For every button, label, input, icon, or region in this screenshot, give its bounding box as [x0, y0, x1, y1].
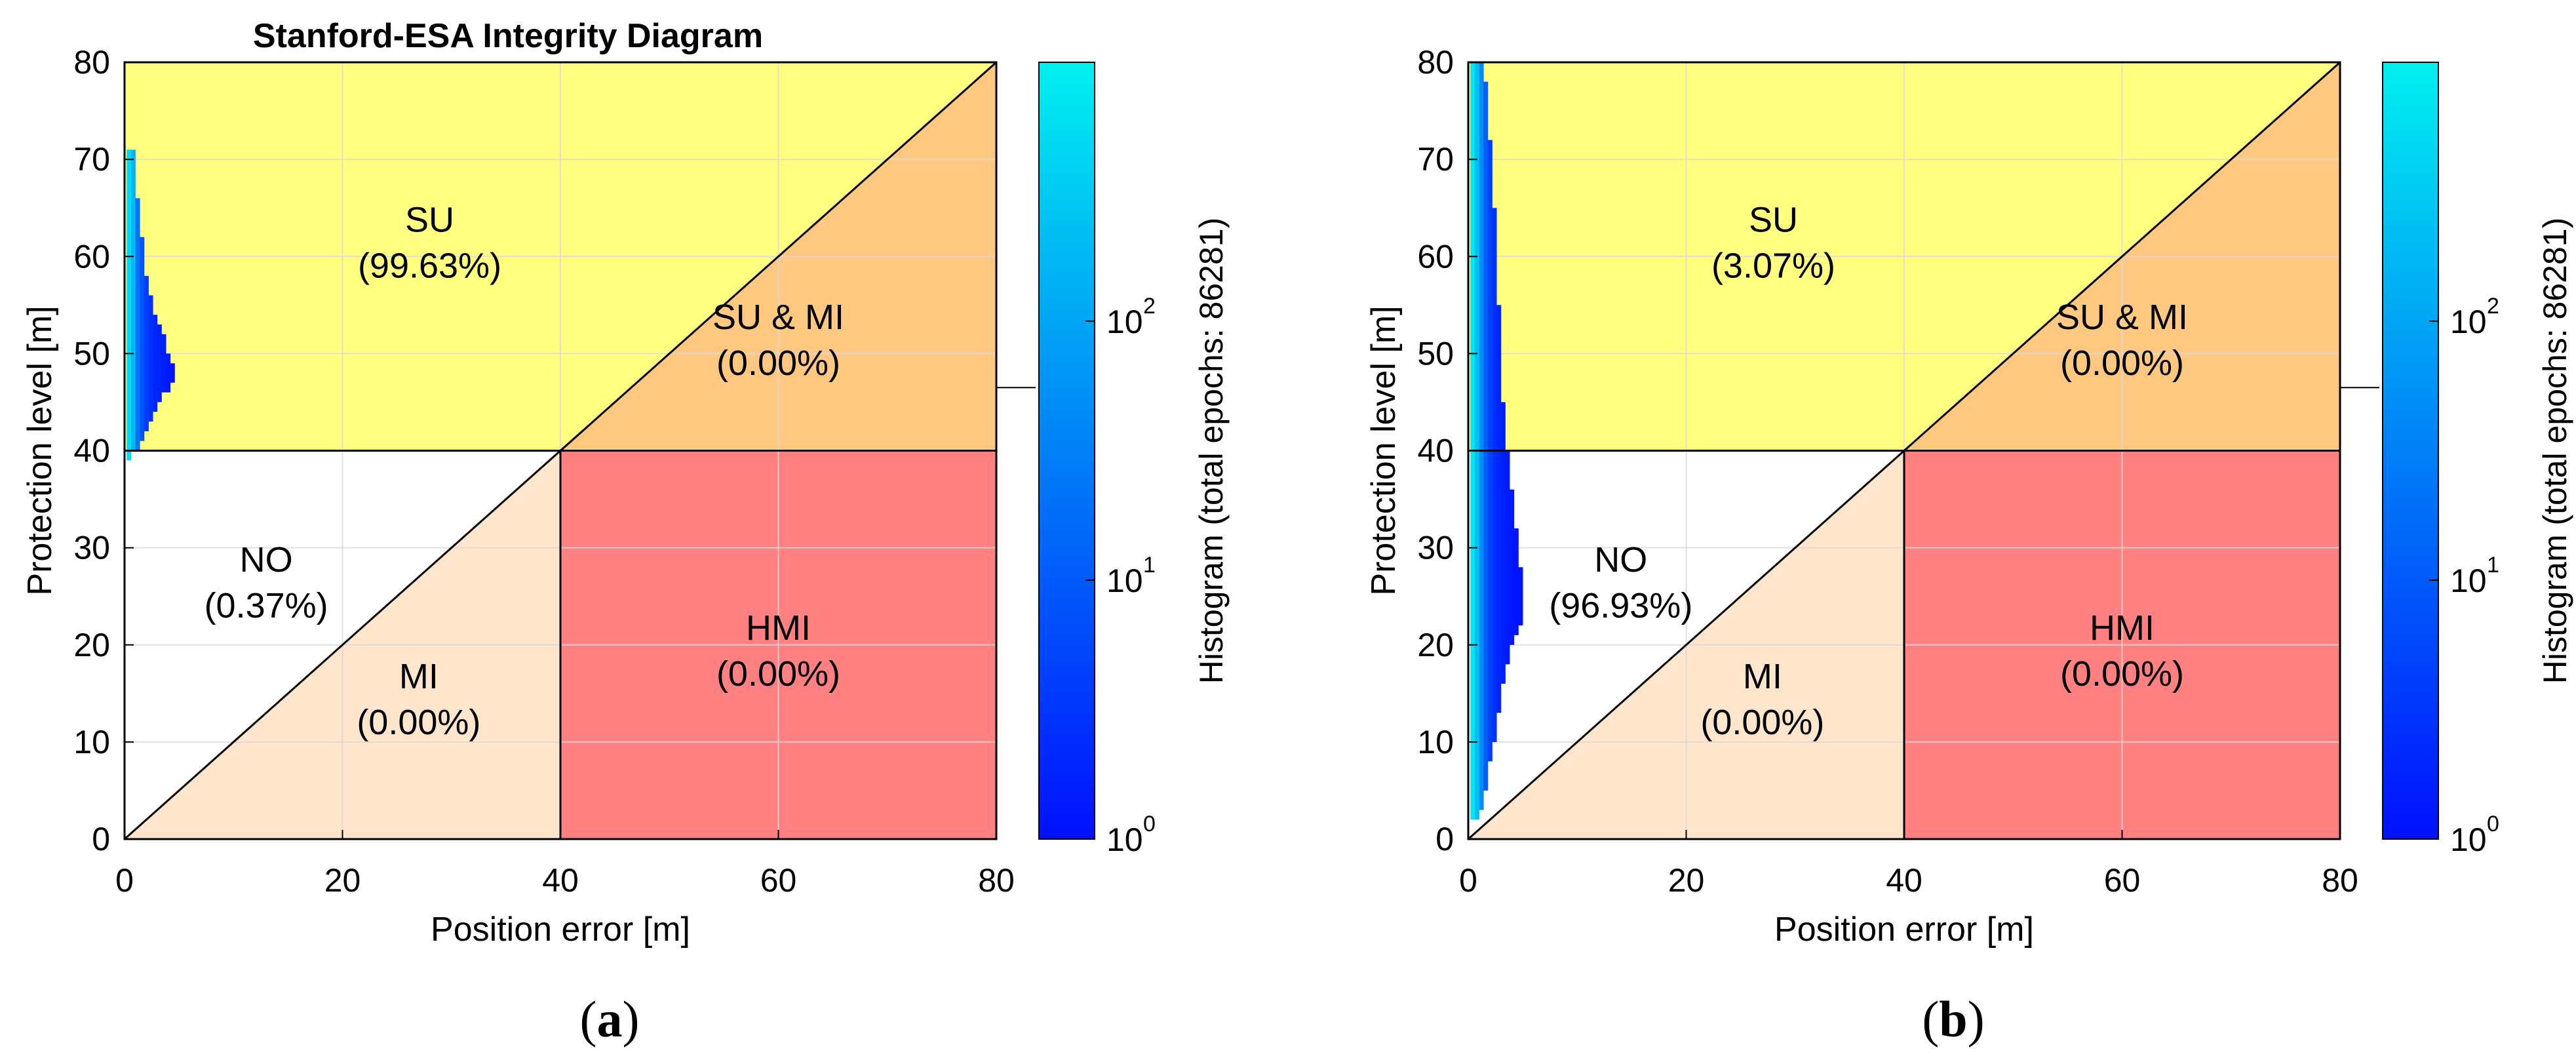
colorbar	[1038, 62, 1095, 840]
histogram-cell	[153, 315, 158, 412]
region-label-name: NO	[1594, 540, 1647, 579]
region-label-name: NO	[240, 540, 293, 579]
colorbar-tick-base: 10	[2450, 304, 2487, 340]
histogram-cell	[1492, 208, 1497, 742]
y-tick-label: 70	[1417, 141, 1454, 178]
y-tick-label: 80	[73, 44, 110, 81]
region-label-percent: (99.63%)	[358, 246, 501, 286]
chart-panel-b: 0 20 40 60 80 0 10 20 30 40 50 60 70 80 Position error…	[1344, 0, 2576, 983]
y-tick-label: 30	[73, 530, 110, 566]
y-tick-label: 80	[1417, 44, 1454, 81]
colorbar-tick-exponent: 0	[2487, 812, 2499, 836]
subfigure-label-a: (a)	[579, 991, 640, 1048]
region-label-name: SU & MI	[2056, 298, 2188, 337]
colorbar-label: Histogram (total epochs: 86281)	[2537, 218, 2573, 684]
region-label-percent: (0.00%)	[1700, 703, 1824, 742]
colorbar-tick-exponent: 0	[1143, 812, 1156, 836]
histogram-cell	[1513, 528, 1519, 635]
x-tick-label: 60	[760, 862, 797, 899]
histogram-cell	[130, 149, 136, 451]
histogram-cell	[1496, 305, 1502, 713]
region-label-percent: (0.00%)	[357, 703, 480, 742]
colorbar-tick-base: 10	[2450, 821, 2487, 858]
region-label-percent: (0.37%)	[205, 586, 328, 625]
histogram-cell	[161, 334, 166, 393]
colorbar-tick-exponent: 2	[2487, 294, 2499, 319]
subfigure-label-b: (b)	[1922, 991, 1985, 1048]
histogram-cell	[1510, 489, 1515, 645]
colorbar-label: Histogram (total epochs: 86281)	[1193, 218, 1230, 684]
region-label-percent: (0.00%)	[716, 344, 840, 383]
y-tick-label: 40	[1417, 433, 1454, 469]
y-tick-label: 70	[73, 141, 110, 178]
region-label-percent: (96.93%)	[1549, 586, 1692, 625]
histogram-cell	[140, 237, 145, 441]
y-tick-label: 20	[1417, 627, 1454, 663]
histogram-cell	[166, 353, 171, 393]
chart-title: Stanford-ESA Integrity Diagram	[253, 17, 763, 55]
colorbar-tick-exponent: 1	[1143, 553, 1156, 578]
x-tick-label: 40	[542, 862, 579, 899]
y-tick-label: 30	[1417, 530, 1454, 566]
colorbar-tick-exponent: 2	[1143, 294, 1156, 319]
histogram-cell	[1474, 62, 1479, 820]
histogram-cell	[135, 198, 140, 451]
y-axis-label: Protection level [m]	[1365, 305, 1403, 595]
histogram-cell	[1505, 450, 1510, 665]
x-axis-label: Position error [m]	[1774, 911, 2034, 949]
region-label-name: HMI	[2090, 608, 2155, 648]
y-tick-label: 60	[1417, 238, 1454, 275]
region-label-name: MI	[1743, 657, 1782, 696]
region-label-percent: (3.07%)	[1711, 246, 1835, 286]
colorbar-tick-base: 10	[1106, 562, 1143, 599]
histogram-cell	[1518, 567, 1523, 626]
region-label-name: SU	[405, 201, 454, 240]
y-tick-label: 20	[73, 627, 110, 663]
region-label-name: SU & MI	[712, 298, 844, 337]
x-tick-label: 0	[115, 862, 134, 899]
region-label-name: SU	[1749, 201, 1798, 240]
x-tick-label: 80	[978, 862, 1015, 899]
y-tick-label: 10	[73, 724, 110, 760]
histogram-cell	[1479, 62, 1484, 810]
chart-panel-a: 0 20 40 60 80 0 10 20 30 40 50 60 70 80 Position error…	[0, 0, 1245, 983]
region-label-name: HMI	[746, 608, 811, 648]
y-tick-label: 10	[1417, 724, 1454, 760]
histogram-cell	[157, 324, 162, 402]
y-tick-label: 60	[73, 238, 110, 275]
colorbar-tick-base: 10	[1106, 821, 1143, 858]
region-label-name: MI	[399, 657, 439, 696]
histogram-cell	[148, 295, 153, 422]
histogram-cell	[1500, 402, 1506, 684]
histogram-cell	[1483, 81, 1489, 791]
x-tick-label: 20	[1668, 862, 1705, 899]
colorbar-tick-base: 10	[2450, 562, 2487, 599]
x-tick-label: 40	[1886, 862, 1922, 899]
x-tick-label: 0	[1459, 862, 1477, 899]
region-label-percent: (0.00%)	[2060, 344, 2184, 383]
y-tick-label: 0	[92, 821, 110, 857]
x-tick-label: 20	[324, 862, 361, 899]
colorbar	[2382, 62, 2439, 840]
y-tick-label: 40	[73, 433, 110, 469]
region-label-percent: (0.00%)	[716, 654, 840, 694]
x-tick-label: 80	[2322, 862, 2358, 899]
x-axis-label: Position error [m]	[431, 911, 690, 949]
x-tick-label: 60	[2104, 862, 2141, 899]
histogram-cell	[144, 275, 149, 431]
histogram-cell	[127, 149, 132, 461]
region-label-percent: (0.00%)	[2060, 654, 2184, 694]
colorbar-tick-exponent: 1	[2487, 553, 2499, 578]
y-axis-label: Protection level [m]	[21, 305, 59, 595]
y-tick-label: 0	[1435, 821, 1454, 857]
y-tick-label: 50	[1417, 335, 1454, 372]
y-tick-label: 50	[73, 335, 110, 372]
grid-lines	[1468, 62, 2340, 839]
histogram-cell	[1470, 62, 1475, 820]
histogram-cell	[170, 363, 175, 383]
colorbar-tick-base: 10	[1106, 304, 1143, 340]
